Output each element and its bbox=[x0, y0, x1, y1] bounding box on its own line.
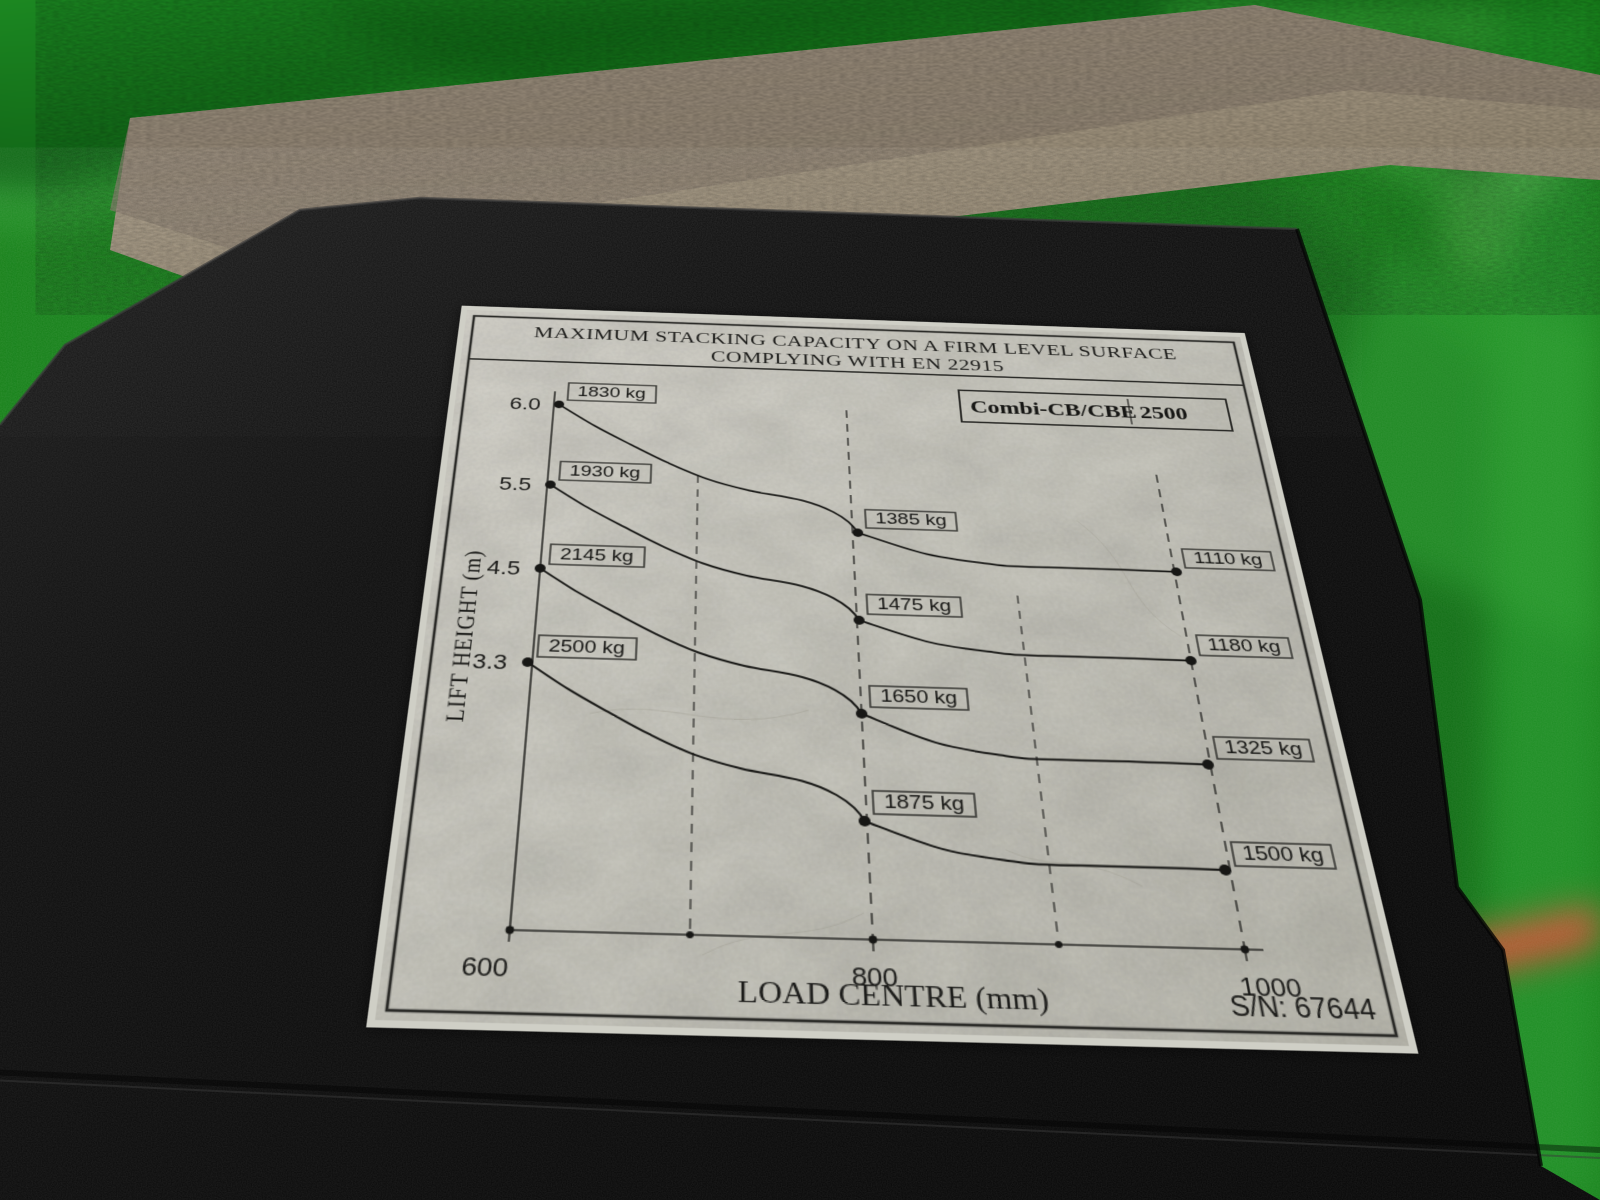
svg-text:1110 kg: 1110 kg bbox=[1192, 550, 1264, 570]
svg-text:2500 kg: 2500 kg bbox=[548, 637, 625, 658]
svg-text:2500: 2500 bbox=[1138, 403, 1190, 425]
svg-text:1830 kg: 1830 kg bbox=[577, 384, 646, 402]
svg-text:S/N: 67644: S/N: 67644 bbox=[1228, 992, 1380, 1027]
svg-text:1475 kg: 1475 kg bbox=[877, 595, 952, 616]
svg-text:4.5: 4.5 bbox=[486, 556, 522, 579]
svg-text:1500 kg: 1500 kg bbox=[1241, 843, 1326, 867]
svg-text:600: 600 bbox=[460, 951, 510, 983]
svg-text:1180 kg: 1180 kg bbox=[1206, 636, 1283, 657]
svg-text:1875 kg: 1875 kg bbox=[883, 791, 965, 815]
svg-text:6.0: 6.0 bbox=[509, 393, 542, 413]
svg-text:2145 kg: 2145 kg bbox=[559, 546, 633, 566]
svg-text:1650 kg: 1650 kg bbox=[880, 686, 958, 708]
svg-text:1930 kg: 1930 kg bbox=[569, 463, 641, 482]
svg-text:5.5: 5.5 bbox=[498, 473, 532, 495]
svg-text:3.3: 3.3 bbox=[471, 649, 508, 674]
svg-text:1325 kg: 1325 kg bbox=[1223, 737, 1305, 760]
svg-text:1385 kg: 1385 kg bbox=[875, 510, 948, 529]
